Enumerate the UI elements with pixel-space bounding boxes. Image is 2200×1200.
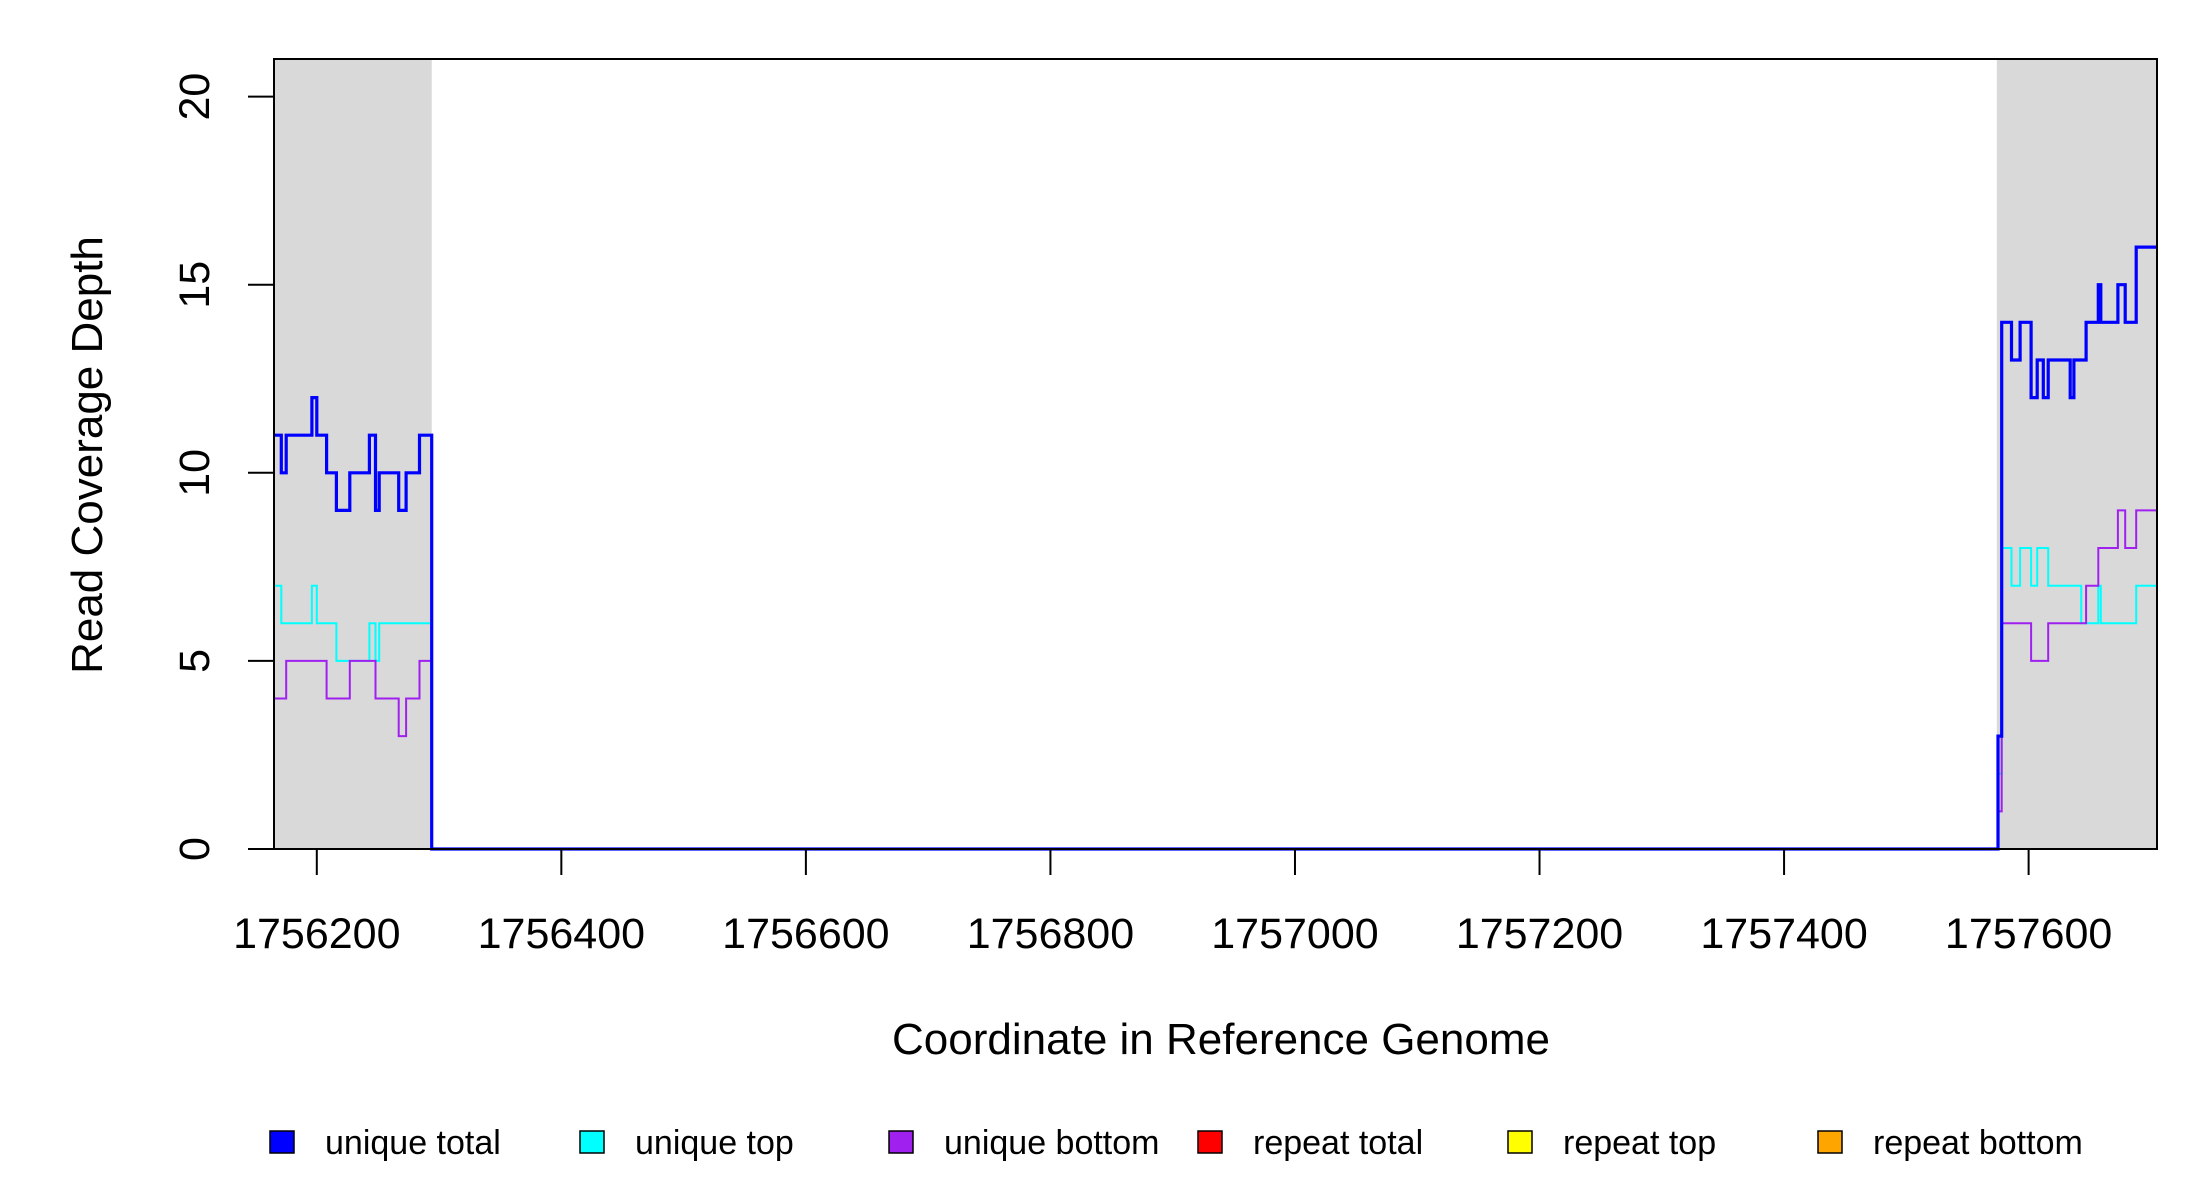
x-tick-label: 1756800 [967, 910, 1134, 958]
x-tick-label: 1757600 [1945, 910, 2112, 958]
legend-swatch-repeat-total [1197, 1130, 1223, 1154]
shaded-region-1 [274, 59, 432, 849]
y-tick-label: 15 [171, 261, 219, 309]
legend-swatch-unique-total [269, 1130, 295, 1154]
legend-label-repeat-total: repeat total [1253, 1124, 1423, 1162]
y-axis-label: Read Coverage Depth [63, 236, 112, 674]
series-lines [274, 245, 2157, 851]
x-tick-label: 1757200 [1456, 910, 1623, 958]
legend-label-unique-bottom: unique bottom [944, 1124, 1160, 1162]
x-tick-label: 1757400 [1700, 910, 1867, 958]
shaded-regions [274, 59, 2157, 849]
legend-label-repeat-top: repeat top [1563, 1124, 1716, 1162]
y-tick-label: 0 [171, 837, 219, 861]
x-axis: 1756200 1756400 1756600 1756800 1757000 17572… [233, 849, 2112, 958]
legend-swatch-repeat-top [1507, 1130, 1533, 1154]
series-line-unique-total [274, 245, 2157, 851]
series-line-unique-top [274, 547, 2157, 850]
legend-label-unique-total: unique total [325, 1124, 501, 1162]
legend-swatch-repeat-bottom [1817, 1130, 1843, 1154]
series-line-unique-bottom [274, 509, 2157, 850]
y-tick-label: 20 [171, 73, 219, 121]
legend-swatch-unique-bottom [888, 1130, 914, 1154]
legend-label-repeat-bottom: repeat bottom [1873, 1124, 2083, 1162]
x-tick-label: 1756200 [233, 910, 400, 958]
shaded-region-2 [1996, 59, 2157, 849]
x-tick-label: 1756400 [478, 910, 645, 958]
x-tick-label: 1756600 [722, 910, 889, 958]
x-tick-label: 1757000 [1211, 910, 1378, 958]
legend: unique total unique top unique bottom repea… [269, 1124, 2083, 1162]
y-tick-label: 5 [171, 649, 219, 673]
x-axis-label: Coordinate in Reference Genome [892, 1015, 1550, 1064]
legend-label-unique-top: unique top [635, 1124, 794, 1162]
y-axis: 0 5 10 15 20 [171, 73, 274, 861]
y-tick-label: 10 [171, 449, 219, 497]
plot-frame [273, 58, 2158, 850]
legend-swatch-unique-top [579, 1130, 605, 1154]
